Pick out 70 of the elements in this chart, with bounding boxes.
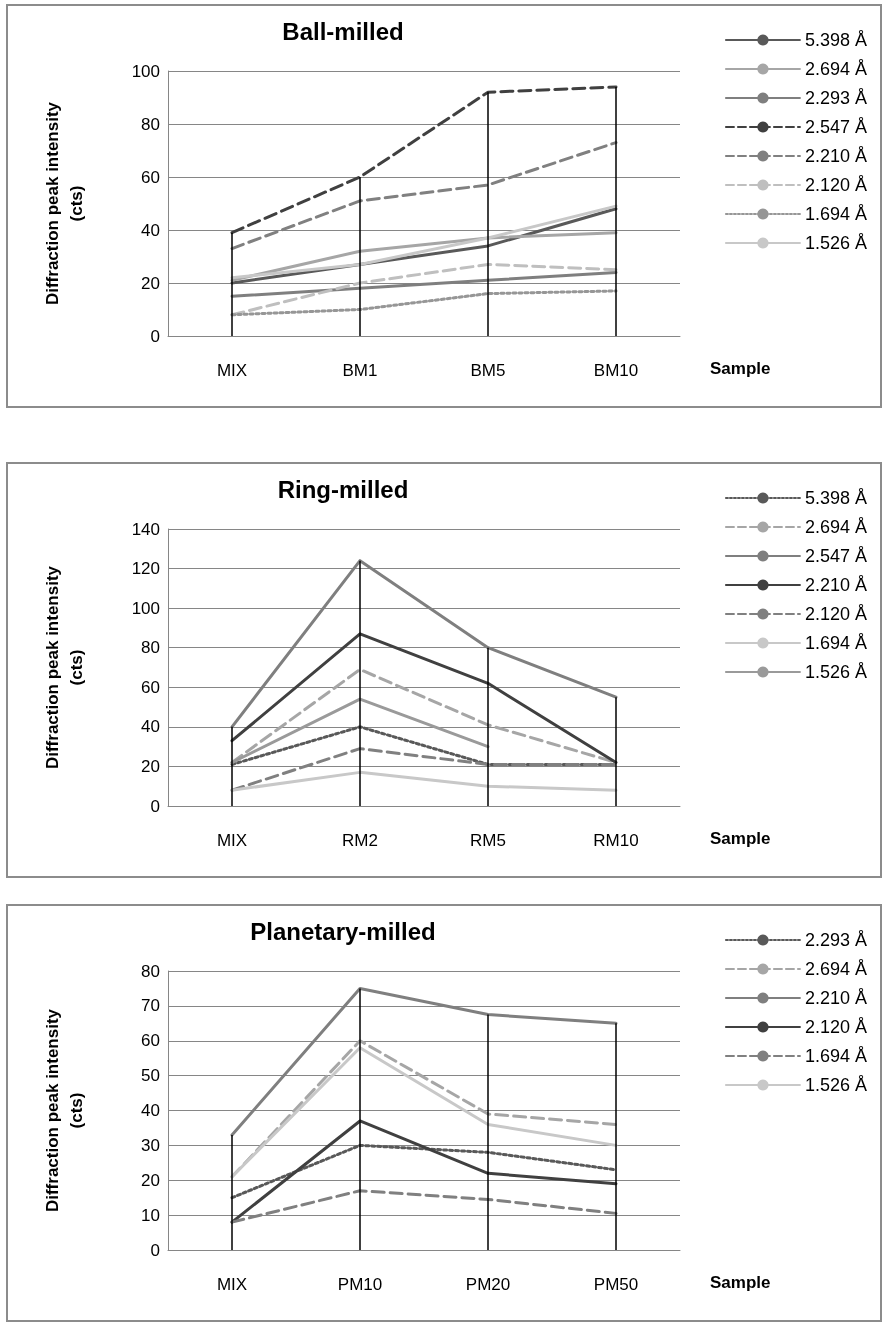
x-tick-label: MIX	[216, 831, 248, 850]
legend-label: 2.120 Å	[804, 604, 868, 624]
y-tick-label: 20	[141, 756, 160, 776]
legend-label: 2.120 Å	[804, 175, 868, 195]
x-tick-label: BM10	[593, 361, 639, 380]
y-tick-label: 40	[141, 717, 160, 737]
y-tick-label: 60	[141, 1031, 160, 1051]
y-tick-label: 80	[141, 961, 160, 981]
y-tick-label: 60	[141, 167, 160, 187]
legend-label: 2.293 Å	[804, 88, 868, 108]
x-tick-label: RM10	[593, 831, 639, 850]
y-tick-label: 20	[141, 273, 160, 293]
y-axis-title: Diffraction peak intensity (cts)	[42, 1008, 86, 1213]
y-tick-label: 140	[131, 519, 160, 539]
legend-label: 1.694 Å	[804, 1046, 868, 1066]
legend-label: 5.398 Å	[804, 30, 868, 50]
x-tick-label: MIX	[216, 361, 248, 380]
y-tick-label: 20	[141, 1170, 160, 1190]
y-tick-label: 0	[150, 796, 160, 816]
legend-label: 1.526 Å	[804, 1075, 868, 1095]
legend-label: 1.694 Å	[804, 633, 868, 653]
chart-title: Planetary-milled	[250, 917, 436, 945]
y-tick-label: 70	[141, 996, 160, 1016]
legend-label: 5.398 Å	[804, 488, 868, 508]
legend-label: 2.210 Å	[804, 988, 868, 1008]
y-tick-label: 40	[141, 220, 160, 240]
legend-label: 2.694 Å	[804, 959, 868, 979]
y-tick-label: 80	[141, 114, 160, 134]
chart-title: Ball-milled	[282, 17, 404, 45]
line-series	[230, 1119, 618, 1224]
x-tick-label: RM5	[470, 831, 506, 850]
line-series	[230, 632, 618, 764]
line-series	[230, 85, 618, 235]
line-series	[230, 289, 618, 317]
x-tick-label: PM20	[465, 1275, 511, 1294]
y-tick-label: 0	[150, 1240, 160, 1260]
y-axis-title: Diffraction peak intensity (cts)	[42, 565, 86, 770]
x-axis-title: Sample	[710, 359, 771, 378]
x-tick-label: RM2	[342, 831, 378, 850]
legend-label: 2.210 Å	[804, 146, 868, 166]
legend-label: 1.526 Å	[804, 662, 868, 682]
y-tick-label: 60	[141, 677, 160, 697]
legend-label: 2.694 Å	[804, 517, 868, 537]
legend-label: 1.526 Å	[804, 233, 868, 253]
legend-label: 1.694 Å	[804, 204, 868, 224]
y-tick-label: 40	[141, 1101, 160, 1120]
legend-label: 2.694 Å	[804, 59, 868, 79]
legend-label: 2.547 Å	[804, 117, 868, 137]
x-tick-label: PM10	[337, 1275, 383, 1294]
legend-label: 2.547 Å	[804, 546, 868, 566]
x-tick-label: PM50	[593, 1275, 639, 1294]
y-tick-label: 100	[131, 598, 160, 618]
chart-title: Ring-milled	[277, 475, 409, 503]
x-axis-title: Sample	[710, 829, 771, 848]
y-tick-label: 0	[150, 326, 160, 346]
y-tick-label: 10	[141, 1205, 160, 1225]
y-tick-label: 50	[141, 1066, 160, 1086]
x-axis-title: Sample	[710, 1273, 771, 1292]
x-tick-label: MIX	[216, 1275, 248, 1294]
y-axis-title: Diffraction peak intensity (cts)	[42, 101, 86, 306]
line-series	[230, 1143, 618, 1200]
legend-label: 2.120 Å	[804, 1017, 868, 1037]
x-tick-label: BM1	[342, 361, 378, 380]
legend-label: 2.210 Å	[804, 575, 868, 595]
legend-label: 2.293 Å	[804, 930, 868, 950]
y-tick-label: 80	[141, 638, 160, 658]
y-tick-label: 30	[141, 1135, 160, 1155]
x-tick-label: BM5	[470, 361, 506, 380]
y-tick-label: 120	[131, 559, 160, 579]
y-tick-label: 100	[131, 61, 160, 81]
